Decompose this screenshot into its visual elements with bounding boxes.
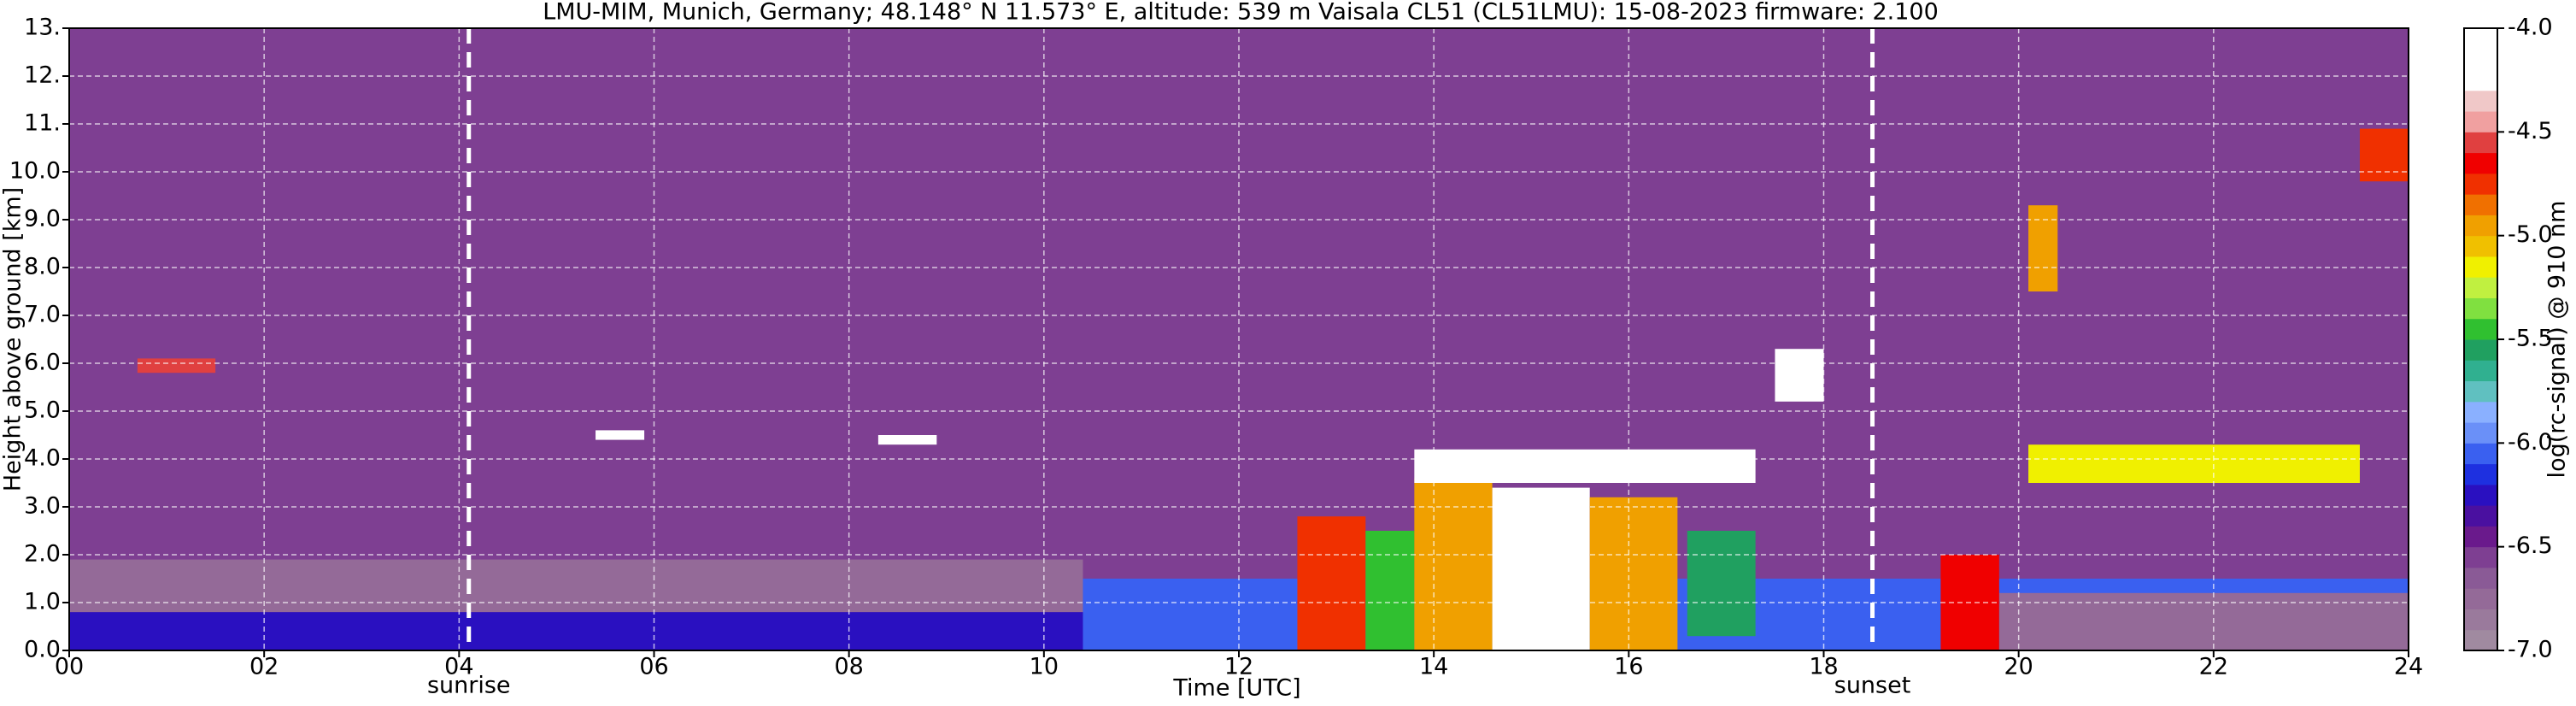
heatmap-cell (1414, 478, 1493, 650)
heatmap-cell (1589, 497, 1678, 650)
x-tick-label: 20 (2004, 654, 2033, 680)
heatmap-cell (596, 430, 645, 440)
colorbar-band (2464, 235, 2497, 257)
colorbar-tick-label: -5.5 (2508, 326, 2553, 352)
colorbar-band (2464, 588, 2497, 609)
marker-label: sunset (1834, 673, 1911, 699)
heatmap-cell (1297, 516, 1366, 650)
colorbar-band (2464, 401, 2497, 423)
colorbar-band (2464, 567, 2497, 589)
y-tick-label: 9.0 (24, 206, 61, 232)
y-axis-label: Height above ground [km] (0, 187, 26, 491)
y-tick-label: 6.0 (24, 350, 61, 376)
colorbar-band (2464, 256, 2497, 278)
x-tick-label: 08 (834, 654, 863, 680)
x-tick-label: 00 (55, 654, 84, 680)
x-tick-label: 18 (1809, 654, 1838, 680)
x-tick-label: 14 (1419, 654, 1448, 680)
colorbar-tick-label: -4.5 (2508, 118, 2553, 144)
x-tick-label: 02 (249, 654, 279, 680)
heatmap-cell (1775, 349, 1824, 402)
colorbar-band (2464, 360, 2497, 382)
y-tick-label: 7.0 (24, 302, 61, 328)
heatmap-cell (1998, 592, 2409, 650)
colorbar-band (2464, 28, 2497, 50)
colorbar-label: log(rc-signal) @ 910 nm (2544, 201, 2571, 479)
marker-label: sunrise (427, 673, 511, 699)
heatmap-cell (137, 358, 216, 374)
x-tick-label: 10 (1030, 654, 1059, 680)
y-tick-label: 2.0 (24, 541, 61, 568)
colorbar-band (2464, 443, 2497, 465)
x-tick-label: 24 (2394, 654, 2423, 680)
chart-title: LMU-MIM, Munich, Germany; 48.148° N 11.5… (543, 0, 1939, 26)
colorbar-band (2464, 339, 2497, 361)
colorbar-band (2464, 49, 2497, 71)
y-tick-label: 1.0 (24, 589, 61, 615)
colorbar-band (2464, 463, 2497, 485)
heatmap-cell (1414, 449, 1756, 483)
colorbar-band (2464, 152, 2497, 174)
y-tick-label: 5.0 (24, 397, 61, 424)
colorbar-band (2464, 69, 2497, 91)
colorbar-band (2464, 297, 2497, 320)
colorbar-band (2464, 277, 2497, 298)
y-tick-label: 3.0 (24, 493, 61, 520)
colorbar-tick-label: -6.0 (2508, 429, 2553, 456)
colorbar-band (2464, 132, 2497, 154)
y-tick-label: 8.0 (24, 254, 61, 280)
heatmap-cell (69, 559, 1083, 613)
heatmap-cell (69, 612, 1083, 650)
x-tick-label: 16 (1614, 654, 1643, 680)
colorbar-tick-label: -4.0 (2508, 15, 2553, 41)
colorbar-band (2464, 215, 2497, 237)
y-tick-label: 11. (24, 110, 61, 137)
colorbar-band (2464, 505, 2497, 527)
colorbar-band (2464, 194, 2497, 215)
x-tick-label: 22 (2199, 654, 2228, 680)
colorbar-band (2464, 318, 2497, 340)
x-tick-label: 04 (444, 654, 473, 680)
colorbar-band (2464, 173, 2497, 195)
y-tick-label: 0.0 (24, 637, 61, 663)
heatmap-cell (877, 435, 937, 445)
heatmap-cell (1687, 531, 1756, 637)
heatmap-cell (2028, 205, 2058, 291)
colorbar-band (2464, 526, 2497, 548)
y-tick-label: 12. (24, 62, 61, 89)
y-tick-label: 13. (24, 15, 61, 41)
colorbar-band (2464, 484, 2497, 506)
colorbar-tick-label: -7.0 (2508, 637, 2553, 663)
colorbar-tick-label: -6.5 (2508, 532, 2553, 559)
y-tick-label: 4.0 (24, 445, 61, 472)
colorbar-band (2464, 546, 2497, 568)
x-tick-label: 12 (1224, 654, 1253, 680)
colorbar-tick-label: -5.0 (2508, 221, 2553, 248)
y-tick-label: 10.0 (9, 158, 61, 185)
colorbar-band (2464, 90, 2497, 112)
x-axis-label: Time [UTC] (1172, 675, 1300, 702)
x-tick-label: 06 (639, 654, 668, 680)
heatmap-cell (2359, 128, 2409, 182)
colorbar-band (2464, 111, 2497, 132)
heatmap-cell (1492, 487, 1590, 650)
colorbar-band (2464, 629, 2497, 651)
heatmap-cell (1365, 531, 1415, 650)
plot-frame (68, 27, 2409, 651)
colorbar-band (2464, 609, 2497, 631)
heatmap-cell (2028, 444, 2360, 483)
colorbar-band (2464, 380, 2497, 403)
colorbar-band (2464, 422, 2497, 444)
